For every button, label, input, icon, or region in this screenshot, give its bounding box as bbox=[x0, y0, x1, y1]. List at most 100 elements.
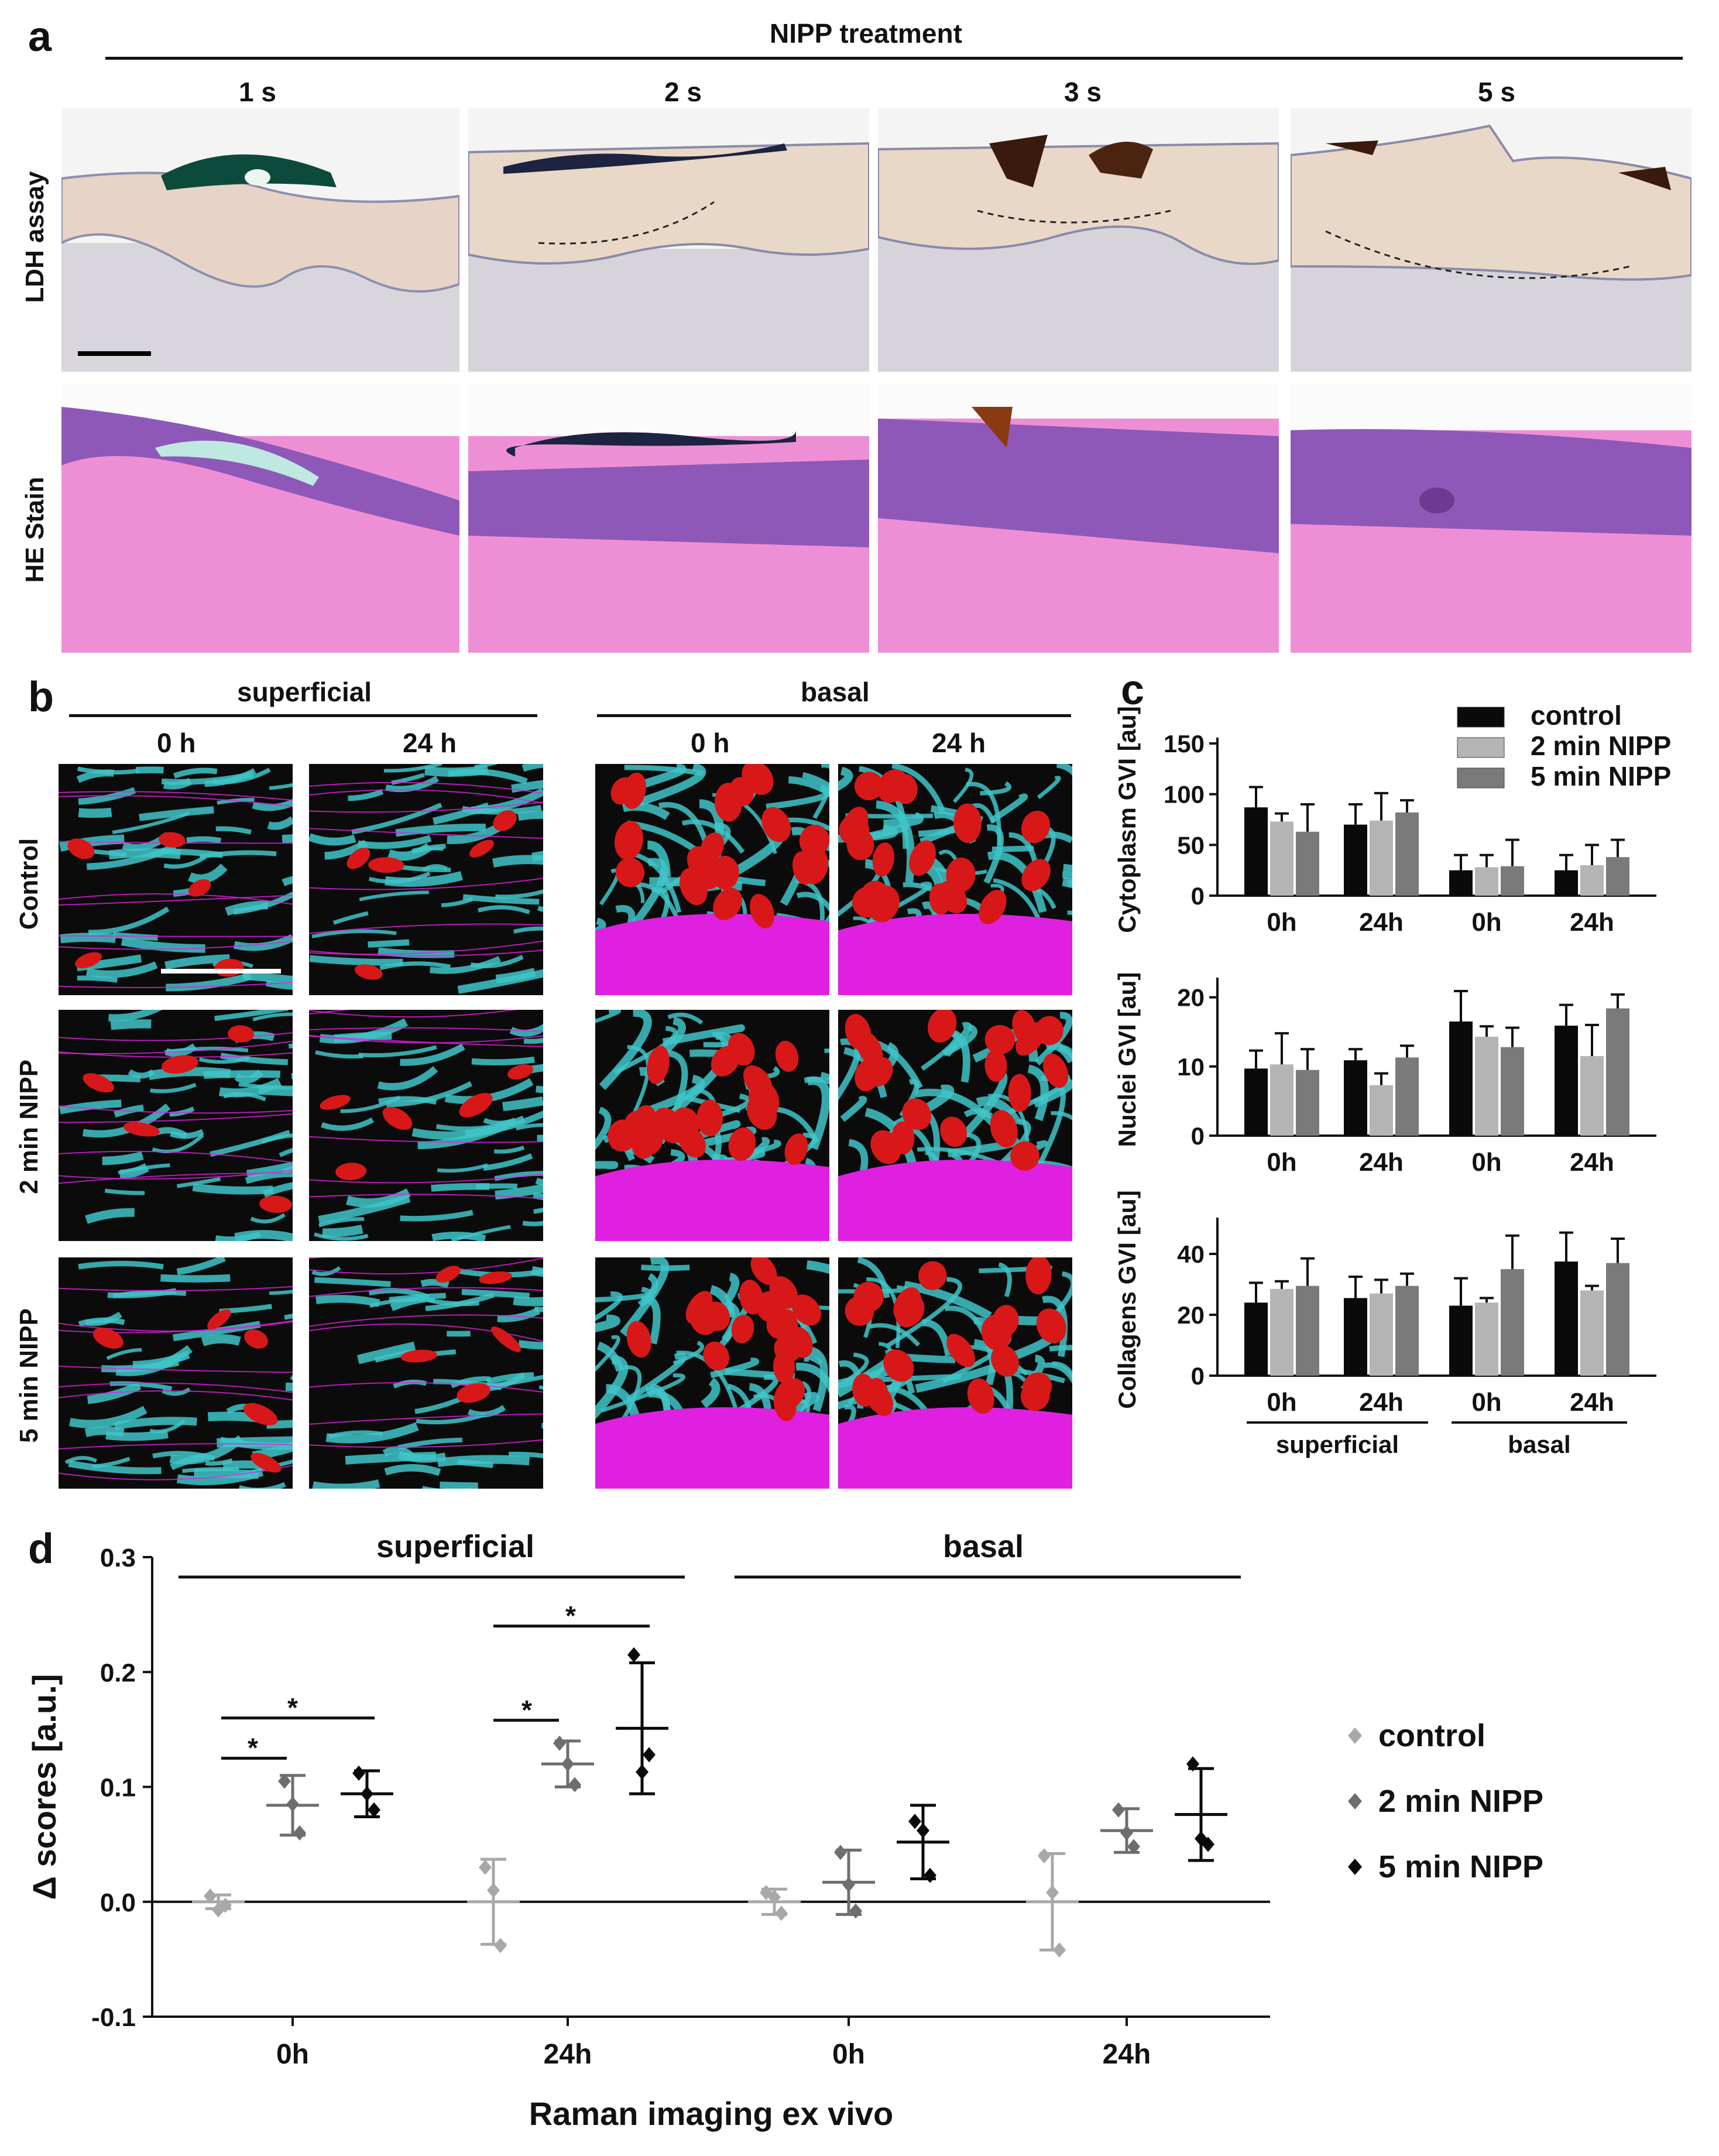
data-point-control bbox=[494, 1938, 507, 1953]
ldh-tile-3s bbox=[878, 108, 1279, 372]
x-tick-label: 24h bbox=[1570, 908, 1614, 937]
panel-a-title-line bbox=[105, 57, 1683, 60]
bar-control bbox=[1244, 807, 1268, 896]
data-point-control bbox=[1038, 1848, 1051, 1864]
legend-label-1: 2 min NIPP bbox=[1531, 731, 1671, 761]
bar-5-min-NIPP bbox=[1501, 1047, 1524, 1136]
y-axis-label: Collagens GVI [au] bbox=[1113, 1190, 1141, 1408]
raman-tile-control-bas-24h bbox=[838, 764, 1072, 995]
bar-5-min-NIPP bbox=[1606, 857, 1629, 896]
data-point-control bbox=[212, 1902, 225, 1918]
data-point-control bbox=[204, 1888, 217, 1904]
y-tick-label: 20 bbox=[1177, 984, 1205, 1012]
basal-line bbox=[597, 714, 1071, 717]
data-point-5-min-NIPP bbox=[636, 1764, 649, 1780]
time-bas-0h: 0 h bbox=[691, 728, 730, 758]
ldh-tile-1s bbox=[61, 108, 459, 372]
bar-2-min-NIPP bbox=[1475, 1302, 1498, 1376]
he-tile-5s bbox=[1291, 383, 1691, 653]
bar-2-min-NIPP bbox=[1370, 1085, 1393, 1136]
bar-2-min-NIPP bbox=[1370, 1293, 1393, 1376]
he-tile-3s bbox=[878, 383, 1279, 653]
bar-5-min-NIPP bbox=[1296, 831, 1319, 896]
panel-a-title: NIPP treatment bbox=[770, 18, 962, 49]
data-point-5-min-NIPP bbox=[643, 1747, 656, 1763]
bar-5-min-NIPP bbox=[1501, 1269, 1524, 1376]
time-sup-24h: 24 h bbox=[403, 728, 457, 758]
bar-2-min-NIPP bbox=[1475, 1037, 1498, 1136]
data-point-2-min-NIPP bbox=[1112, 1802, 1125, 1818]
panel-a-letter: a bbox=[28, 13, 52, 60]
data-point-5-min-NIPP bbox=[368, 1802, 380, 1818]
bar-control bbox=[1344, 1298, 1367, 1376]
bar-5-min-NIPP bbox=[1606, 1263, 1629, 1376]
bar-control bbox=[1344, 824, 1367, 896]
x-tick-label: 24h bbox=[1103, 2039, 1151, 2070]
group-label-basal: basal bbox=[801, 677, 870, 707]
x-tick-label: 0h bbox=[276, 2039, 309, 2070]
y-tick-label: 10 bbox=[1177, 1053, 1205, 1081]
x-tick-label: 0h bbox=[1267, 1388, 1296, 1417]
significance-star: * bbox=[287, 1692, 298, 1723]
bar-5-min-NIPP bbox=[1296, 1070, 1319, 1136]
x-tick-label: 24h bbox=[1570, 1148, 1614, 1177]
legend-swatch-2 bbox=[1457, 767, 1505, 789]
data-point-2-min-NIPP bbox=[561, 1756, 574, 1772]
scale-bar bbox=[161, 969, 281, 974]
col-label-5s: 5 s bbox=[1478, 77, 1515, 107]
raman-tile-control-bas-0h bbox=[595, 764, 829, 995]
legend-label-2: 5 min NIPP bbox=[1378, 1849, 1543, 1884]
time-bas-24h: 24 h bbox=[932, 728, 986, 758]
x-tick-label: 0h bbox=[1471, 1148, 1501, 1177]
bar-control bbox=[1449, 1022, 1473, 1136]
group-label-superficial: superficial bbox=[1276, 1431, 1399, 1458]
col-label-2s: 2 s bbox=[664, 77, 702, 107]
bar-control bbox=[1555, 1026, 1578, 1136]
bar-control bbox=[1344, 1060, 1367, 1136]
raman-tile-2min-sup-24h bbox=[309, 1010, 543, 1241]
bar-control bbox=[1555, 870, 1578, 896]
y-axis-label: Cytoplasm GVI [au] bbox=[1113, 706, 1141, 933]
y-tick-label: 50 bbox=[1177, 831, 1205, 859]
bar-5-min-NIPP bbox=[1296, 1286, 1319, 1376]
raman-tile-5min-bas-24h bbox=[838, 1257, 1072, 1489]
row-label-5min: 5 min NIPP bbox=[15, 1308, 43, 1443]
group-label-superficial: superficial bbox=[376, 1529, 534, 1564]
bar-2-min-NIPP bbox=[1270, 1288, 1293, 1376]
row-label-control: Control bbox=[15, 838, 43, 930]
x-tick-label: 0h bbox=[1267, 908, 1296, 937]
data-point-5-min-NIPP bbox=[361, 1786, 373, 1802]
col-label-1s: 1 s bbox=[239, 77, 276, 107]
data-point-control bbox=[1053, 1942, 1066, 1958]
superficial-line bbox=[69, 714, 537, 717]
bar-2-min-NIPP bbox=[1370, 820, 1393, 896]
y-tick-label: 100 bbox=[1164, 781, 1205, 808]
data-point-2-min-NIPP bbox=[1127, 1839, 1140, 1855]
y-tick-label: -0.1 bbox=[91, 2003, 136, 2032]
group-label-basal: basal bbox=[1508, 1431, 1570, 1458]
raman-tile-5min-sup-0h bbox=[59, 1257, 293, 1489]
bar-chart-2: 0 20 40 Collagens GVI [au] 0h 24h 0h 24h bbox=[1113, 1190, 1656, 1417]
legend-label-1: 2 min NIPP bbox=[1378, 1784, 1543, 1819]
data-point-5-min-NIPP bbox=[1195, 1831, 1207, 1846]
data-point-2-min-NIPP bbox=[278, 1773, 291, 1789]
x-tick-label: 0h bbox=[1471, 908, 1501, 937]
x-tick-label: 24h bbox=[1359, 1148, 1404, 1177]
bar-control bbox=[1555, 1262, 1578, 1376]
legend-marker-1 bbox=[1348, 1793, 1362, 1809]
bar-2-min-NIPP bbox=[1580, 1056, 1604, 1136]
data-point-2-min-NIPP bbox=[293, 1825, 306, 1840]
data-point-2-min-NIPP bbox=[553, 1735, 566, 1751]
bar-2-min-NIPP bbox=[1270, 821, 1293, 896]
data-point-control bbox=[479, 1859, 492, 1875]
he-tile-1s bbox=[61, 383, 459, 653]
bar-chart-1: 0 10 20 Nuclei GVI [au] 0h 24h 0h 24h bbox=[1113, 972, 1656, 1177]
x-tick-label: 0h bbox=[1471, 1388, 1501, 1417]
y-tick-label: 40 bbox=[1177, 1240, 1205, 1268]
bar-control bbox=[1449, 870, 1473, 896]
data-point-2-min-NIPP bbox=[849, 1903, 862, 1919]
ldh-tile-5s bbox=[1291, 108, 1691, 372]
bar-5-min-NIPP bbox=[1395, 1057, 1419, 1136]
